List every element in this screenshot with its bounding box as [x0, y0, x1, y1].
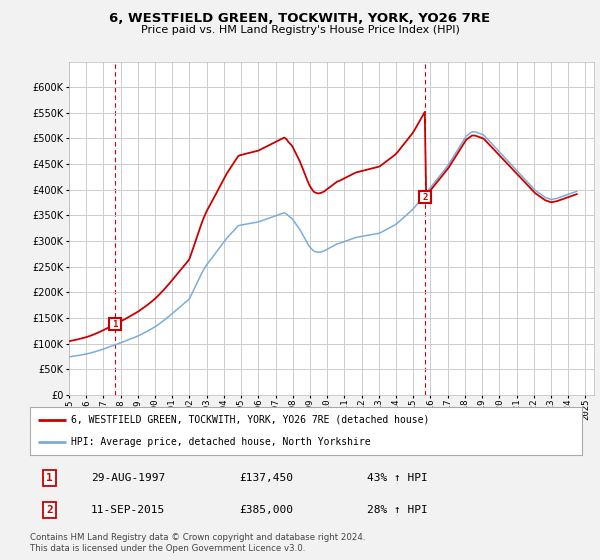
Text: Price paid vs. HM Land Registry's House Price Index (HPI): Price paid vs. HM Land Registry's House … [140, 25, 460, 35]
Text: 29-AUG-1997: 29-AUG-1997 [91, 473, 165, 483]
Text: £137,450: £137,450 [240, 473, 294, 483]
Text: 6, WESTFIELD GREEN, TOCKWITH, YORK, YO26 7RE: 6, WESTFIELD GREEN, TOCKWITH, YORK, YO26… [109, 12, 491, 25]
Text: 11-SEP-2015: 11-SEP-2015 [91, 505, 165, 515]
Text: 28% ↑ HPI: 28% ↑ HPI [367, 505, 427, 515]
Text: 1: 1 [112, 320, 118, 329]
Text: £385,000: £385,000 [240, 505, 294, 515]
Text: 2: 2 [46, 505, 53, 515]
Text: 43% ↑ HPI: 43% ↑ HPI [367, 473, 427, 483]
Text: Contains HM Land Registry data © Crown copyright and database right 2024.
This d: Contains HM Land Registry data © Crown c… [30, 533, 365, 553]
Text: 1: 1 [46, 473, 53, 483]
Text: 2: 2 [422, 193, 428, 202]
Text: HPI: Average price, detached house, North Yorkshire: HPI: Average price, detached house, Nort… [71, 437, 371, 447]
Text: 6, WESTFIELD GREEN, TOCKWITH, YORK, YO26 7RE (detached house): 6, WESTFIELD GREEN, TOCKWITH, YORK, YO26… [71, 415, 430, 425]
